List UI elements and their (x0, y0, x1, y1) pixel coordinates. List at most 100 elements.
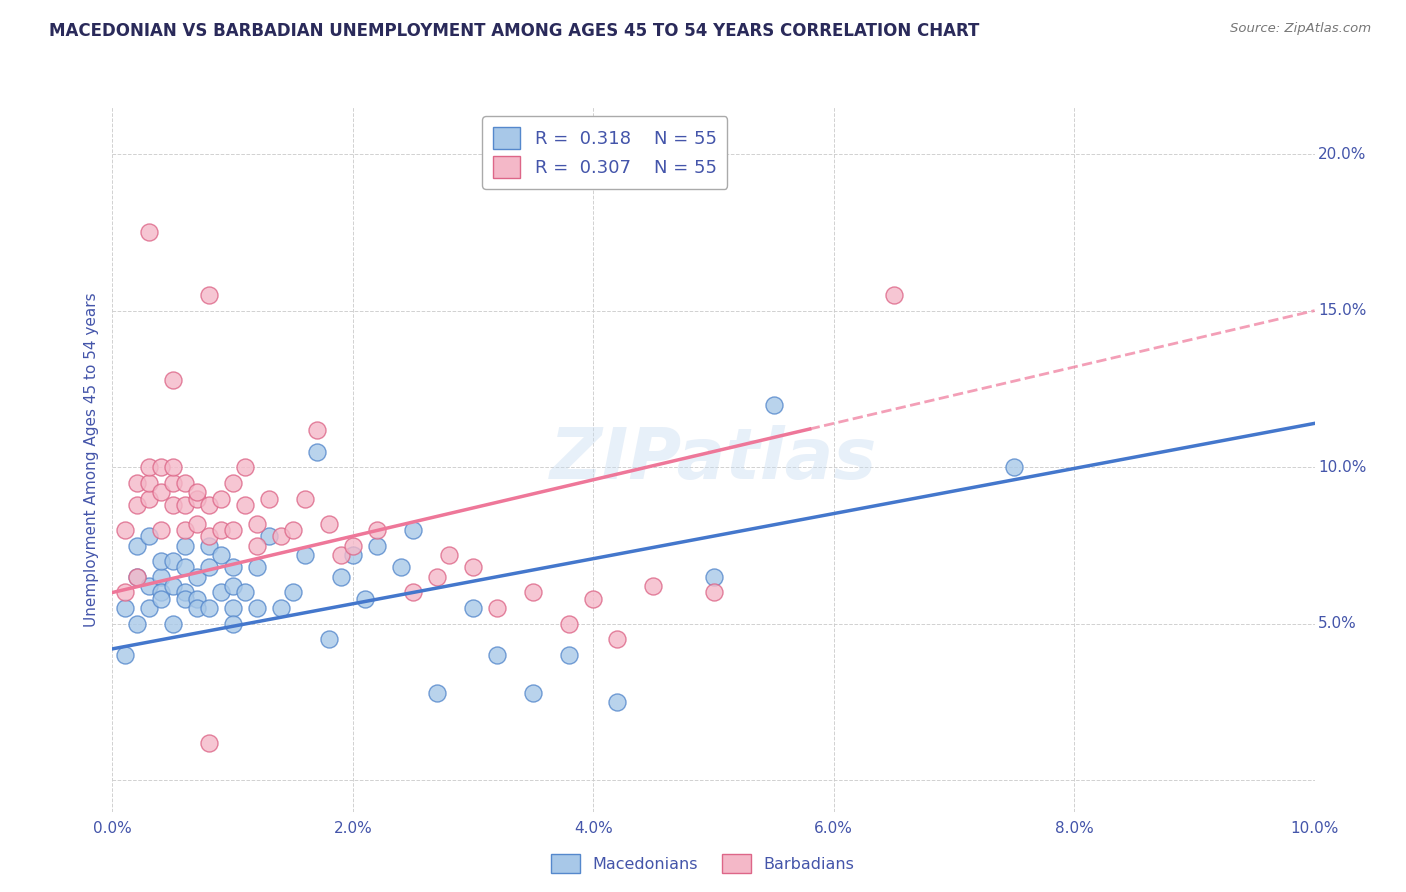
Point (257, 529, 280, 543)
Point (486, 601, 509, 615)
Point (354, 591, 377, 606)
Point (522, 585, 544, 599)
Point (162, 579, 184, 593)
Point (209, 585, 232, 599)
Point (329, 570, 352, 584)
Point (606, 632, 628, 647)
Point (162, 554, 184, 568)
Point (186, 570, 208, 584)
Point (582, 591, 605, 606)
Point (246, 601, 269, 615)
Point (762, 398, 785, 412)
Point (149, 523, 172, 537)
Point (329, 548, 352, 562)
Point (606, 695, 628, 709)
Point (162, 372, 184, 386)
Point (138, 491, 160, 506)
Point (149, 591, 172, 606)
Point (281, 523, 304, 537)
Point (125, 616, 148, 631)
Point (173, 475, 195, 490)
Point (437, 548, 460, 562)
Point (125, 498, 148, 512)
Point (138, 460, 160, 475)
Point (246, 516, 269, 531)
Point (342, 539, 364, 553)
Point (149, 460, 172, 475)
Point (197, 560, 219, 574)
Point (389, 560, 412, 574)
Point (138, 579, 160, 593)
Point (281, 585, 304, 599)
Point (173, 585, 195, 599)
Text: MACEDONIAN VS BARBADIAN UNEMPLOYMENT AMONG AGES 45 TO 54 YEARS CORRELATION CHART: MACEDONIAN VS BARBADIAN UNEMPLOYMENT AMO… (49, 22, 980, 40)
Point (149, 570, 172, 584)
Point (162, 475, 184, 490)
Point (138, 529, 160, 543)
Point (197, 498, 219, 512)
Point (702, 570, 725, 584)
Point (222, 475, 245, 490)
Point (318, 516, 340, 531)
Text: 15.0%: 15.0% (1319, 303, 1367, 318)
Point (883, 288, 905, 302)
Point (138, 475, 160, 490)
Point (486, 648, 509, 662)
Point (233, 498, 256, 512)
Point (305, 423, 328, 437)
Point (149, 585, 172, 599)
Text: 20.0%: 20.0% (1319, 146, 1367, 161)
Legend: Macedonians, Barbadians: Macedonians, Barbadians (546, 847, 860, 880)
Point (197, 736, 219, 750)
Point (186, 491, 208, 506)
Point (197, 539, 219, 553)
Point (186, 485, 208, 500)
Point (125, 539, 148, 553)
Point (186, 516, 208, 531)
Point (558, 648, 581, 662)
Point (197, 601, 219, 615)
Point (426, 570, 449, 584)
Point (233, 460, 256, 475)
Point (114, 585, 136, 599)
Point (138, 225, 160, 239)
Point (162, 460, 184, 475)
Point (461, 601, 484, 615)
Point (643, 579, 665, 593)
Point (558, 616, 581, 631)
Point (186, 591, 208, 606)
Point (162, 616, 184, 631)
Point (114, 601, 136, 615)
Point (270, 529, 292, 543)
Point (149, 554, 172, 568)
Point (402, 523, 425, 537)
Point (125, 570, 148, 584)
Point (209, 548, 232, 562)
Point (114, 523, 136, 537)
Point (209, 491, 232, 506)
Point (138, 601, 160, 615)
Point (294, 491, 316, 506)
Point (342, 548, 364, 562)
Point (461, 560, 484, 574)
Point (209, 523, 232, 537)
Point (402, 585, 425, 599)
Point (426, 686, 449, 700)
Point (125, 475, 148, 490)
Point (222, 523, 245, 537)
Point (222, 579, 245, 593)
Point (149, 485, 172, 500)
Point (294, 548, 316, 562)
Point (173, 560, 195, 574)
Point (222, 601, 245, 615)
Y-axis label: Unemployment Among Ages 45 to 54 years: Unemployment Among Ages 45 to 54 years (83, 292, 98, 627)
Point (318, 632, 340, 647)
Point (522, 686, 544, 700)
Point (246, 560, 269, 574)
Point (125, 570, 148, 584)
Legend: R =  0.318    N = 55, R =  0.307    N = 55: R = 0.318 N = 55, R = 0.307 N = 55 (482, 116, 727, 189)
Point (305, 444, 328, 458)
Point (366, 539, 388, 553)
Point (197, 288, 219, 302)
Point (173, 498, 195, 512)
